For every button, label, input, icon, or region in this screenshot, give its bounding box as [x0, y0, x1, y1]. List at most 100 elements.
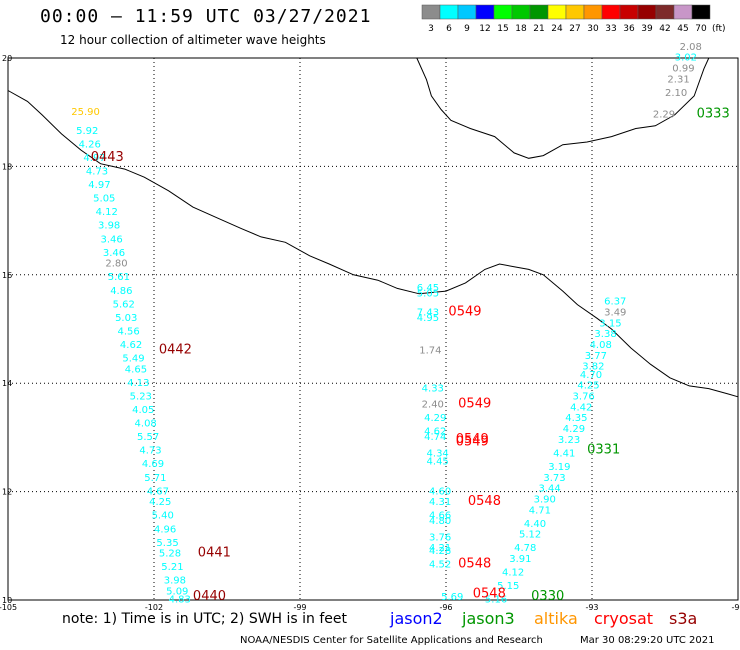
map-frame	[7, 57, 739, 601]
page-subtitle: 12 hour collection of altimeter wave hei…	[60, 33, 326, 47]
swh-value-label: 5.57	[137, 432, 159, 443]
lon-tick-label: -102	[145, 603, 163, 612]
scale-swatch	[511, 4, 531, 20]
lon-tick-label: -90	[731, 603, 740, 612]
swh-value-label: 4.31	[429, 497, 451, 508]
swh-value-label: 5.40	[152, 511, 174, 522]
swh-value-label: 5.71	[144, 473, 166, 484]
swh-value-label: 2.80	[105, 259, 127, 270]
satellite-legend-jason2: jason2	[390, 609, 443, 628]
scale-swatch	[439, 4, 459, 20]
scale-tick-label: 6	[446, 24, 452, 34]
pass-time-label: 0443	[91, 150, 124, 165]
swh-value-label: 4.52	[429, 559, 451, 570]
scale-tick-label: 42	[659, 24, 670, 34]
swh-value-label: 2.29	[653, 110, 675, 121]
scale-swatch	[565, 4, 585, 20]
lat-tick-label: 10	[2, 596, 12, 605]
swh-value-label: 4.33	[422, 383, 444, 394]
swh-value-label: 4.96	[154, 524, 176, 535]
swh-value-label: 3.76	[429, 532, 451, 543]
scale-unit-label: (ft)	[712, 24, 726, 34]
swh-value-label: 3.02	[675, 53, 697, 64]
coastline	[7, 57, 739, 398]
swh-value-label: 5.21	[161, 562, 183, 573]
scale-tick-label: 33	[605, 24, 616, 34]
pass-time-label: 0331	[587, 443, 620, 458]
swh-value-label: 3.23	[558, 435, 580, 446]
scale-tick-label: 24	[551, 24, 563, 34]
pass-time-label: 0333	[697, 107, 730, 122]
scale-tick-label: 9	[464, 24, 470, 34]
swh-value-label: 4.40	[524, 519, 546, 530]
swh-value-label: 3.15	[599, 318, 621, 329]
swh-value-label: 5.05	[93, 194, 115, 205]
swh-value-label: 4.83	[169, 595, 191, 606]
swh-value-label: 4.56	[118, 326, 140, 337]
scale-swatch	[475, 4, 495, 20]
scale-swatch	[601, 4, 621, 20]
scale-tick-label: 70	[695, 24, 707, 34]
swh-value-label: 4.08	[590, 340, 612, 351]
pass-time-label: 0330	[531, 589, 564, 604]
swh-value-label: 3.73	[543, 473, 565, 484]
swh-value-label: 3.82	[582, 362, 604, 373]
swh-value-label: 2.10	[665, 88, 687, 99]
satellite-legend-s3a: s3a	[669, 609, 698, 628]
scale-tick-label: 12	[479, 24, 490, 34]
pass-time-labels: 0443044204410440054905490549054905480548…	[91, 107, 730, 604]
swh-value-label: 4.29	[563, 424, 585, 435]
generation-timestamp: Mar 30 08:29:20 UTC 2021	[580, 635, 715, 646]
swh-value-label: 4.25	[149, 497, 171, 508]
swh-value-label: 4.86	[110, 286, 132, 297]
swh-value-label: 4.95	[417, 313, 439, 324]
scale-swatch	[421, 4, 441, 20]
swh-value-label: 5.92	[76, 126, 98, 137]
swh-value-label: 4.73	[86, 167, 108, 178]
swh-value-label: 5.35	[156, 538, 178, 549]
swh-value-label: 4.34	[427, 448, 449, 459]
lat-tick-label: 16	[2, 271, 12, 280]
swh-value-label: 3.46	[103, 248, 125, 259]
pass-time-label: 0442	[159, 342, 192, 357]
swh-value-label: 4.13	[127, 378, 149, 389]
credit-line: NOAA/NESDIS Center for Satellite Applica…	[240, 635, 543, 646]
swh-value-label: 4.60	[429, 486, 451, 497]
swh-value-label: 3.44	[538, 484, 560, 495]
swh-value-label: 4.35	[565, 413, 587, 424]
swh-value-label: 3.98	[164, 576, 186, 587]
scale-swatch	[529, 4, 549, 20]
scale-swatch	[493, 4, 513, 20]
swh-value-label: 4.67	[147, 486, 169, 497]
swh-value-label: 4.12	[96, 207, 118, 218]
swh-value-label: 4.62	[424, 427, 446, 438]
pass-time-label: 0549	[456, 435, 489, 450]
map-grid	[8, 58, 738, 600]
pass-time-label: 0549	[458, 397, 491, 412]
scale-swatch	[673, 4, 693, 20]
swh-value-label: 6.45	[417, 283, 439, 294]
axis-tick-labels: -105 -102 -99 -96 -93 -90 20 18 16 14 12 10	[0, 54, 740, 612]
swh-value-label: 3.98	[98, 221, 120, 232]
gulf-coastline	[416, 57, 710, 159]
swh-value-label: 5.12	[519, 530, 541, 541]
swh-value-label: 3.90	[534, 494, 556, 505]
scale-tick-label: 3	[428, 24, 434, 34]
swh-value-label: 5.69	[441, 592, 463, 603]
scale-tick-label: 27	[569, 24, 580, 34]
swh-value-label: 2.40	[422, 400, 444, 411]
swh-value-label: 4.73	[139, 446, 161, 457]
footer-note: note: 1) Time is in UTC; 2) SWH is in fe…	[62, 611, 348, 627]
swh-value-label: 5.28	[159, 549, 181, 560]
wave-height-color-scale: 3 6 9 12 15 18 21 24 27 30 33 36 39 42 45 70 (ft)	[421, 4, 726, 34]
pass-time-label: 0549	[448, 304, 481, 319]
swh-value-label: 4.66	[429, 511, 451, 522]
pass-time-label: 0441	[198, 546, 231, 561]
scale-swatch	[619, 4, 639, 20]
swh-value-label: 4.80	[429, 516, 451, 527]
swh-value-label: 3.38	[594, 329, 616, 340]
swh-value-label: 3.76	[573, 391, 595, 402]
swh-value-label: 5.23	[130, 391, 152, 402]
swh-value-label: 6.37	[604, 297, 626, 308]
